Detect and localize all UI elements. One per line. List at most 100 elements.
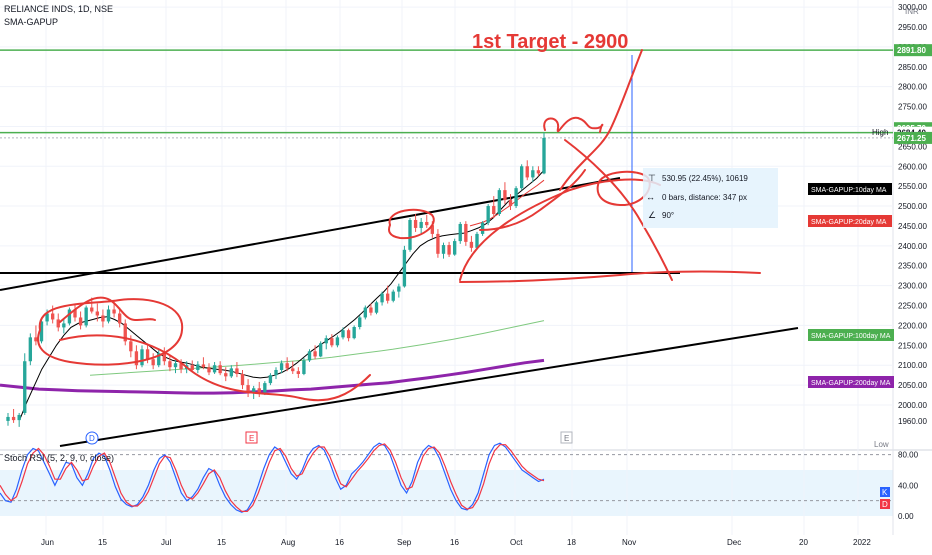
candle-body[interactable] [374,302,379,313]
candle-body[interactable] [140,349,144,366]
candle-body[interactable] [536,170,541,174]
candle-body[interactable] [145,349,150,360]
stoch-k-line[interactable] [0,442,545,513]
candle-body[interactable] [279,363,284,370]
candle-body[interactable] [34,337,38,342]
candle-body[interactable] [190,365,194,370]
candle-body[interactable] [369,307,373,313]
candle-body[interactable] [324,338,328,344]
candle-body[interactable] [179,363,183,370]
candle-body[interactable] [168,361,172,368]
candle-body[interactable] [39,321,44,342]
candle-body[interactable] [291,368,295,372]
candle-body[interactable] [480,222,485,234]
candle-body[interactable] [458,223,462,242]
candle-body[interactable] [235,368,239,374]
candle-body[interactable] [302,360,306,374]
stoch-d-line[interactable] [0,443,545,512]
candle-body[interactable] [134,351,139,366]
candle-body[interactable] [330,338,334,346]
candle-body[interactable] [492,206,496,215]
candle-body[interactable] [50,313,55,320]
candle-body[interactable] [503,190,507,201]
candle-body[interactable] [240,373,245,386]
candle-body[interactable] [452,241,457,255]
candle-body[interactable] [441,245,446,254]
candle-body[interactable] [430,225,435,234]
candle-body[interactable] [475,233,479,248]
candle-body[interactable] [201,364,206,368]
candle-body[interactable] [335,337,340,346]
candle-body[interactable] [90,307,94,312]
price-axis[interactable]: 1960.00 2000.00 2050.00 2100.00 2150.00 2200.… [894,3,932,426]
candle-body[interactable] [11,416,16,421]
candle-body[interactable] [358,317,362,328]
candle-body[interactable] [229,368,234,377]
candle-body[interactable] [28,337,33,362]
candle-body[interactable] [162,353,167,362]
candle-body[interactable] [425,221,429,226]
candle-body[interactable] [363,307,368,318]
candle-body[interactable] [73,309,77,318]
candle-body[interactable] [196,364,200,370]
candle-body[interactable] [212,365,217,373]
candle-body[interactable] [391,291,395,301]
candle-body[interactable] [84,307,88,326]
candle-body[interactable] [447,245,451,255]
candle-body[interactable] [469,241,474,248]
candle-body[interactable] [224,373,228,377]
earnings-marker-2[interactable] [560,431,573,444]
candle-body[interactable] [514,188,518,207]
candle-body[interactable] [531,170,535,178]
candle-body[interactable] [285,363,289,369]
candle-body[interactable] [436,233,440,254]
candle-body[interactable] [62,323,66,328]
candle-body[interactable] [101,315,105,322]
candle-body[interactable] [318,343,323,357]
candle-body[interactable] [106,309,111,322]
candle-body[interactable] [251,388,256,394]
candle-body[interactable] [263,383,267,393]
candle-body[interactable] [56,319,60,328]
candle-body[interactable] [6,416,10,421]
earnings-marker-1[interactable] [245,431,258,444]
candle-body[interactable] [45,313,49,322]
candle-body[interactable] [402,249,407,287]
sma-200day-line[interactable] [0,358,545,395]
candle-body[interactable] [408,219,412,250]
candle-body[interactable] [380,293,384,303]
candle-body[interactable] [274,369,278,376]
candle-body[interactable] [397,286,401,292]
candle-body[interactable] [341,330,345,338]
candle-body[interactable] [207,367,211,373]
candle-body[interactable] [257,388,261,393]
candle-body[interactable] [508,200,513,207]
candle-body[interactable] [123,323,127,342]
candle-body[interactable] [67,309,72,324]
candle-body[interactable] [17,414,21,421]
candle-body[interactable] [413,219,418,228]
candle-body[interactable] [497,190,502,215]
candle-body[interactable] [486,206,490,223]
candle-body[interactable] [385,293,390,301]
candle-body[interactable] [296,371,301,374]
candle-body[interactable] [112,309,116,314]
candle-body[interactable] [151,359,155,366]
candle-body[interactable] [95,311,100,316]
candle-body[interactable] [129,341,133,352]
candle-body[interactable] [173,363,178,368]
candle-body[interactable] [268,375,273,384]
candle-body[interactable] [307,351,312,361]
candle-body[interactable] [464,223,468,242]
candle-body[interactable] [117,313,122,324]
candle-body[interactable] [78,317,83,326]
candle-body[interactable] [313,351,317,357]
candle-body[interactable] [218,365,222,374]
candle-body[interactable] [346,330,351,339]
candle-body[interactable] [23,361,27,413]
candle-body[interactable] [542,137,546,174]
candle-body[interactable] [525,166,529,178]
candle-body[interactable] [352,327,356,339]
candle-body[interactable] [246,385,250,394]
